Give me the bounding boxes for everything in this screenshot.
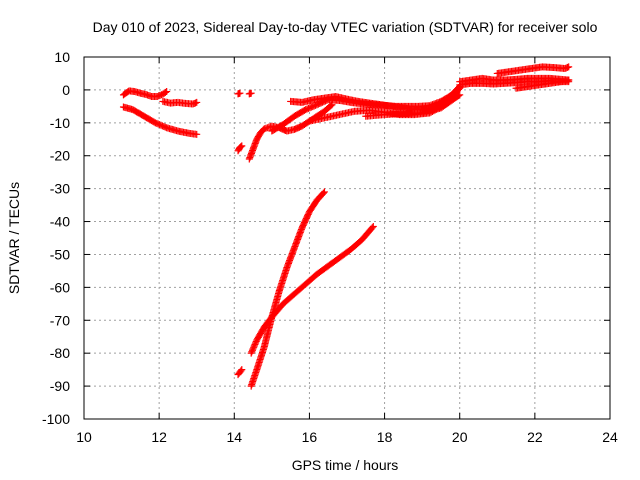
data-point (238, 366, 246, 374)
x-tick-label: 16 (302, 429, 318, 445)
y-tick-label: -60 (50, 279, 70, 295)
y-tick-label: -40 (50, 214, 70, 230)
x-tick-label: 14 (226, 429, 242, 445)
plot-frame (83, 56, 611, 420)
series-track-a (119, 87, 171, 100)
x-tick-label: 18 (377, 429, 393, 445)
series-track-f (234, 142, 246, 155)
x-tick-label: 24 (602, 429, 618, 445)
data-point (319, 189, 327, 197)
x-tick-label: 12 (151, 429, 167, 445)
x-tick-label: 20 (452, 429, 468, 445)
data-point (368, 224, 376, 232)
series-track-r (247, 222, 377, 357)
y-tick-label: -10 (50, 115, 70, 131)
data-points (119, 63, 573, 390)
y-tick-label: 0 (62, 82, 70, 98)
data-point (193, 98, 201, 106)
data-point (456, 91, 464, 99)
data-point (161, 88, 169, 96)
data-point (369, 222, 377, 230)
x-tick-label: 10 (76, 429, 92, 445)
x-tick-label: 22 (527, 429, 543, 445)
y-axis-title: SDTVAR / TECUs (6, 182, 22, 294)
axis-ticks: 10 12 14 16 18 20 22 24 10 0 -10 -20 -30 -40 -50 -60 -70… (42, 49, 618, 445)
data-point (320, 188, 328, 196)
series-track-o (512, 76, 573, 92)
data-point (163, 88, 171, 96)
series-track-d (234, 89, 244, 98)
series-track-c (119, 103, 201, 138)
data-point (237, 367, 245, 375)
x-axis-title: GPS time / hours (292, 457, 399, 473)
data-point (455, 85, 463, 93)
data-point (236, 89, 244, 97)
y-tick-label: -100 (42, 411, 70, 427)
data-point (238, 142, 246, 150)
y-tick-label: -50 (50, 246, 70, 262)
series-track-k (362, 91, 464, 120)
data-point (193, 130, 201, 138)
y-tick-label: -70 (50, 312, 70, 328)
data-point (565, 63, 573, 71)
series-track-b (159, 97, 201, 108)
series-track-e (245, 89, 255, 98)
y-tick-label: -20 (50, 148, 70, 164)
y-tick-label: 10 (54, 49, 70, 65)
data-point (247, 89, 255, 97)
y-tick-label: -30 (50, 181, 70, 197)
chart-title: Day 010 of 2023, Sidereal Day-to-day VTE… (93, 19, 598, 35)
series-track-q (247, 188, 328, 390)
y-tick-label: -90 (50, 378, 70, 394)
series-track-n (493, 63, 573, 77)
data-point (565, 76, 573, 84)
y-tick-label: -80 (50, 345, 70, 361)
series-track-p (234, 366, 246, 379)
data-point (237, 143, 245, 151)
series-track-g (245, 101, 336, 163)
data-point (454, 92, 462, 100)
